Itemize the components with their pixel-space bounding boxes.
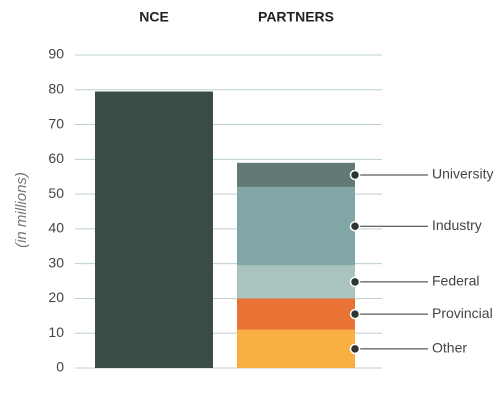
y-tick-label: 10 — [48, 324, 64, 340]
callout-dot — [349, 169, 361, 181]
y-tick-label: 50 — [48, 185, 64, 201]
bar-segment — [237, 187, 355, 266]
legend-label: Provincial — [432, 305, 493, 321]
bar-segment — [237, 298, 355, 330]
callout-dot — [349, 221, 361, 232]
bar-segment — [237, 329, 355, 368]
legend-label: Industry — [432, 217, 482, 233]
bar-segment — [95, 91, 213, 369]
bar-segment — [237, 162, 355, 188]
callout-dot — [349, 308, 361, 320]
bar-segment — [237, 265, 355, 299]
legend-label: Other — [432, 340, 467, 356]
y-tick-label: 90 — [48, 46, 64, 62]
y-tick-label: 70 — [48, 115, 64, 131]
y-tick-label: 60 — [48, 150, 64, 166]
callout-dot — [349, 343, 361, 355]
y-tick-label: 40 — [48, 220, 64, 236]
column-header: PARTNERS — [258, 9, 334, 25]
y-tick-label: 0 — [56, 359, 64, 375]
column-header: NCE — [139, 9, 169, 25]
y-tick-label: 30 — [48, 254, 64, 270]
y-axis-label: (in millions) — [13, 172, 30, 248]
legend-label: Federal — [432, 273, 479, 289]
y-tick-label: 20 — [48, 289, 64, 305]
callout-dot — [349, 276, 361, 288]
y-tick-label: 80 — [48, 80, 64, 96]
legend-label: University — [432, 166, 493, 182]
